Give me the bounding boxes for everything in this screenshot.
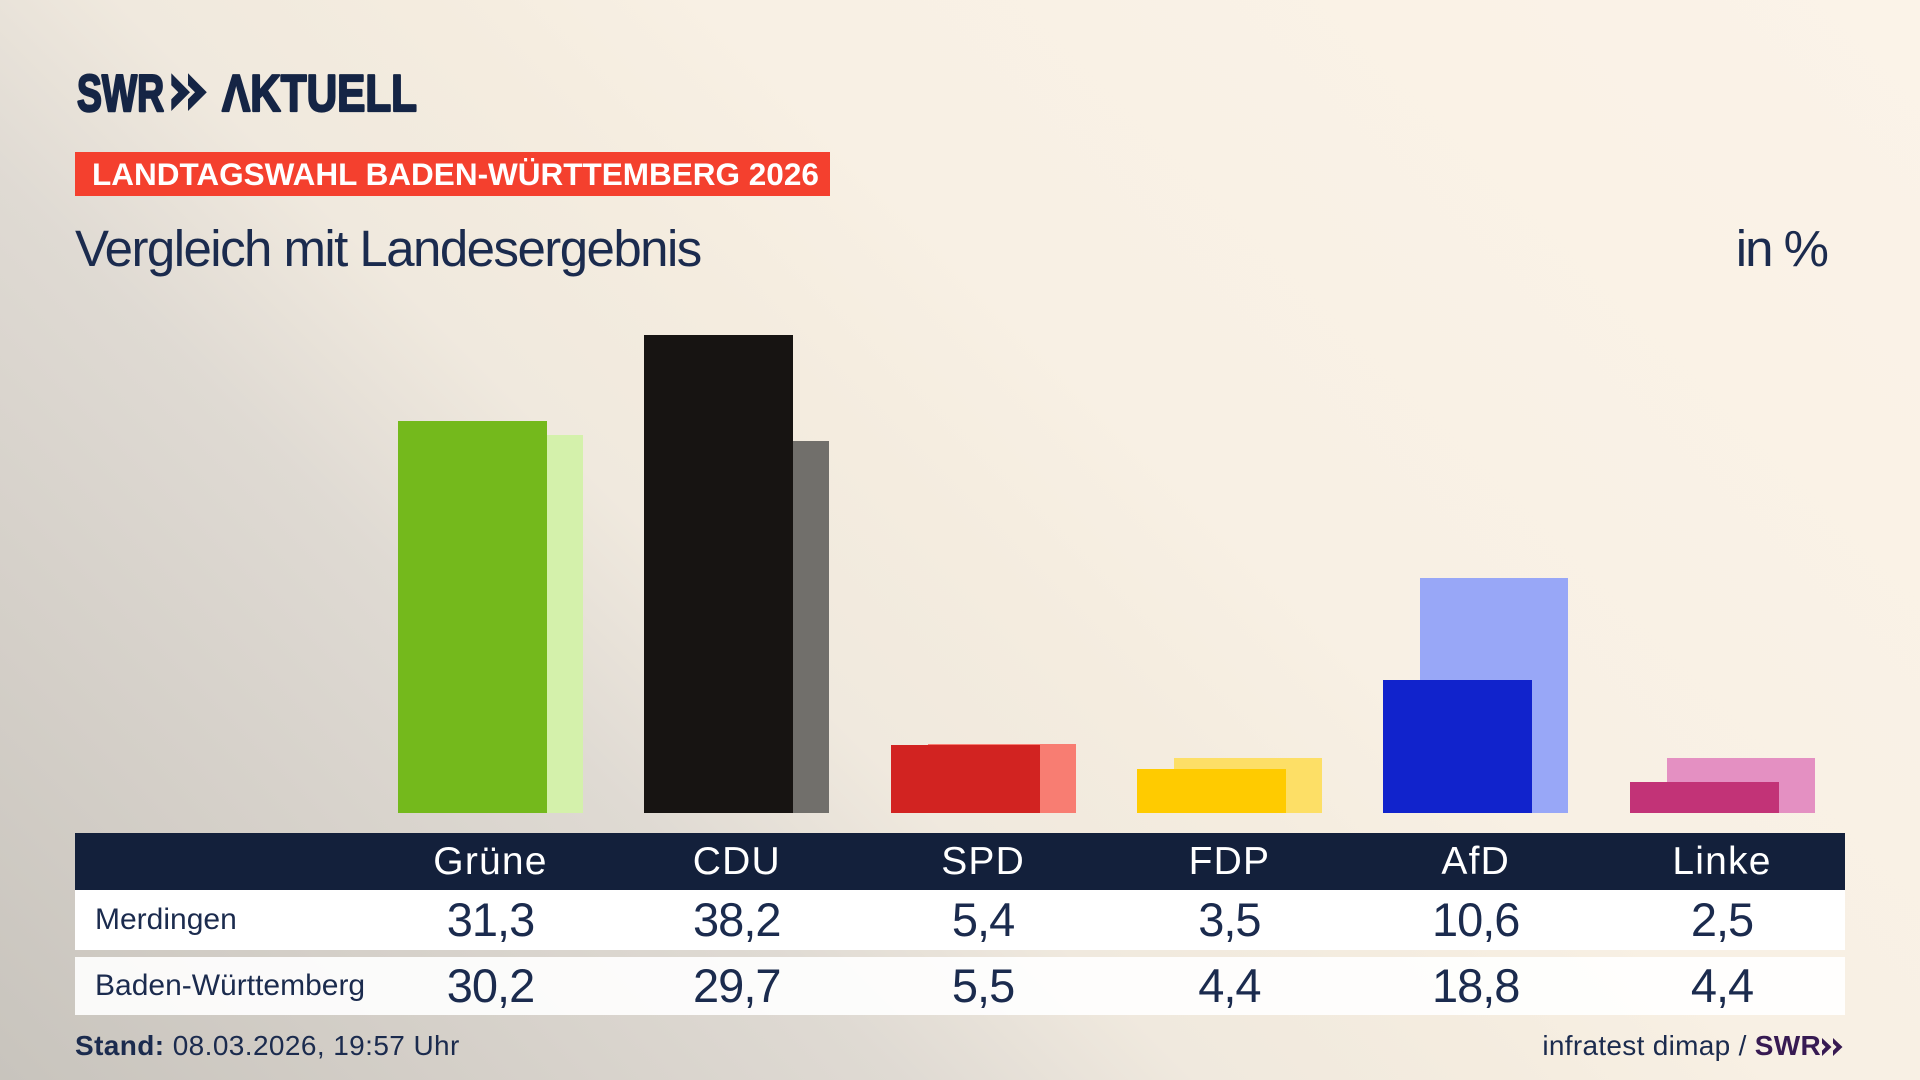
- svg-text:SWR: SWR: [77, 65, 164, 123]
- svg-text:ΛKTUELL: ΛKTUELL: [222, 65, 417, 123]
